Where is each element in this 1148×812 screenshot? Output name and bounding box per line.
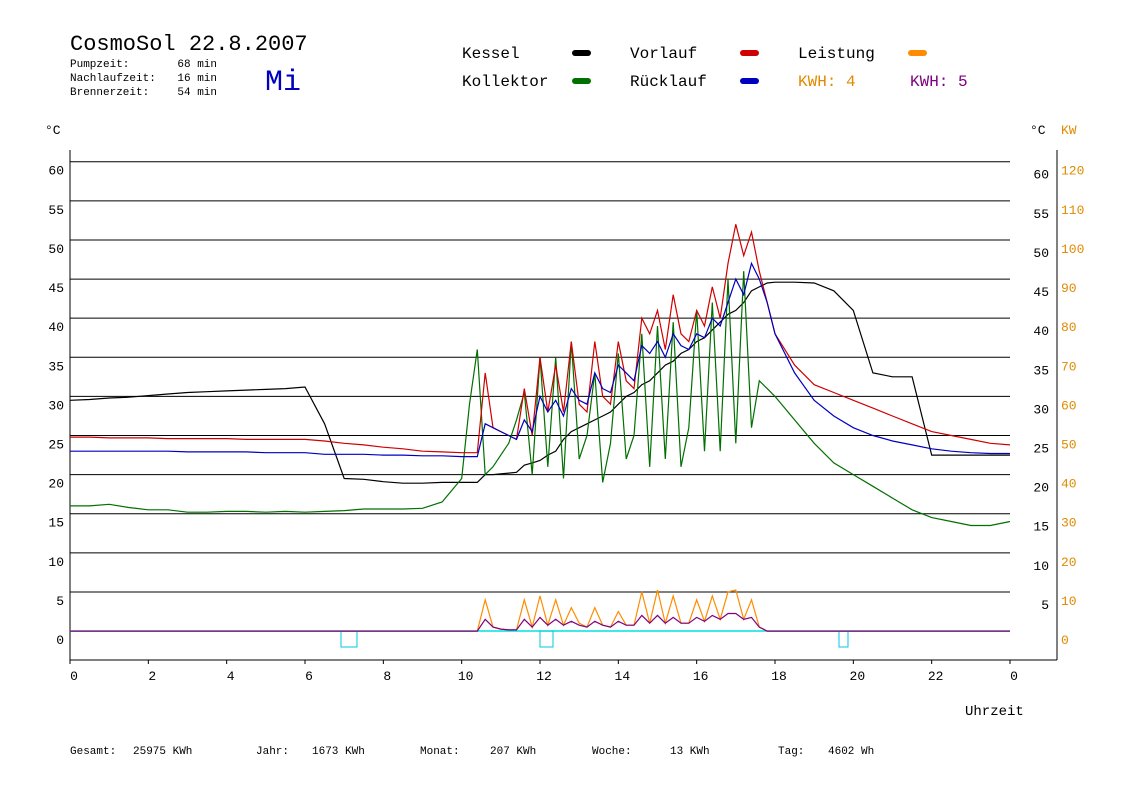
y2-tick-label: 110 bbox=[1061, 203, 1084, 218]
footer-label: Tag: bbox=[778, 746, 804, 758]
footer-value: 4602 Wh bbox=[828, 746, 874, 758]
footer-label: Jahr: bbox=[256, 746, 289, 758]
info-label: Brennerzeit: bbox=[70, 87, 149, 99]
y-right-tick-label: 60 bbox=[1033, 168, 1049, 183]
plot bbox=[69, 224, 1011, 632]
weekday: Mi bbox=[265, 66, 301, 100]
y-right-tick-label: 30 bbox=[1033, 402, 1049, 417]
y-tick-label: 40 bbox=[48, 320, 64, 335]
legend-label: Rücklauf bbox=[630, 73, 707, 91]
info-label: Nachlaufzeit: bbox=[70, 73, 156, 85]
footer-value: 1673 KWh bbox=[312, 746, 365, 758]
y-right-tick-label: 5 bbox=[1041, 598, 1049, 613]
kwh-label: KWH: 4 bbox=[798, 73, 856, 91]
x-tick-label: 0 bbox=[70, 669, 78, 684]
kwh-label: KWH: 5 bbox=[910, 73, 968, 91]
footer-label: Monat: bbox=[420, 746, 460, 758]
y2-tick-label: 90 bbox=[1061, 281, 1077, 296]
y-tick-label: 15 bbox=[48, 516, 64, 531]
grid bbox=[70, 161, 1010, 632]
y-tick-label: 10 bbox=[48, 555, 64, 570]
y2-tick-label: 60 bbox=[1061, 398, 1077, 413]
y2-tick-label: 80 bbox=[1061, 320, 1077, 335]
y-right-tick-label: 35 bbox=[1033, 363, 1049, 378]
x-tick-label: 12 bbox=[536, 669, 552, 684]
y-right-tick-label: 40 bbox=[1033, 324, 1049, 339]
y2-tick-label: 0 bbox=[1061, 633, 1069, 648]
y2-tick-label: 120 bbox=[1061, 164, 1084, 179]
footer-label: Gesamt: bbox=[70, 746, 116, 758]
y-tick-label: 35 bbox=[48, 359, 64, 374]
y-right-tick-label: 50 bbox=[1033, 246, 1049, 261]
x-tick-label: 16 bbox=[693, 669, 709, 684]
y-tick-label: 30 bbox=[48, 398, 64, 413]
y-right-tick-label: 45 bbox=[1033, 285, 1049, 300]
info-value: 68 min bbox=[177, 59, 217, 71]
y2-tick-label: 70 bbox=[1061, 359, 1077, 374]
legend-label: Kessel bbox=[462, 45, 520, 63]
y2-tick-label: 20 bbox=[1061, 555, 1077, 570]
y-tick-label: 45 bbox=[48, 281, 64, 296]
footer-label: Woche: bbox=[592, 746, 632, 758]
y2-tick-label: 30 bbox=[1061, 516, 1077, 531]
x-tick-label: 14 bbox=[615, 669, 631, 684]
y-right-tick-label: 25 bbox=[1033, 442, 1049, 457]
y-tick-label: 20 bbox=[48, 477, 64, 492]
y-right-tick-label: 10 bbox=[1033, 559, 1049, 574]
series-line bbox=[70, 271, 1011, 527]
info-value: 16 min bbox=[177, 73, 217, 85]
chart-title: CosmoSol 22.8.2007 bbox=[70, 32, 308, 57]
x-tick-label: 6 bbox=[305, 669, 313, 684]
footer-value: 25975 KWh bbox=[133, 746, 192, 758]
y-right-tick-label: 20 bbox=[1033, 481, 1049, 496]
x-tick-label: 2 bbox=[148, 669, 156, 684]
x-tick-label: 18 bbox=[771, 669, 787, 684]
y-tick-label: 60 bbox=[48, 164, 64, 179]
y-right-tick-label: 55 bbox=[1033, 207, 1049, 222]
y-tick-label: 5 bbox=[56, 594, 64, 609]
y2-tick-label: 100 bbox=[1061, 242, 1084, 257]
y-unit-right: °C bbox=[1030, 123, 1046, 138]
y-tick-label: 50 bbox=[48, 242, 64, 257]
y2-tick-label: 10 bbox=[1061, 594, 1077, 609]
legend-label: Leistung bbox=[798, 45, 875, 63]
series-line bbox=[69, 281, 1010, 484]
legend-label: Vorlauf bbox=[630, 45, 697, 63]
y-right-tick-label: 15 bbox=[1033, 520, 1049, 535]
info-label: Pumpzeit: bbox=[70, 59, 129, 71]
x-tick-label: 20 bbox=[850, 669, 866, 684]
x-tick-label: 22 bbox=[928, 669, 944, 684]
x-tick-label: 4 bbox=[227, 669, 235, 684]
y-tick-label: 55 bbox=[48, 203, 64, 218]
series-line bbox=[70, 261, 1010, 458]
x-axis-label: Uhrzeit bbox=[965, 704, 1024, 720]
y2-tick-label: 40 bbox=[1061, 477, 1077, 492]
y2-tick-label: 50 bbox=[1061, 438, 1077, 453]
series-line bbox=[70, 612, 1010, 632]
footer-value: 207 KWh bbox=[490, 746, 536, 758]
info-value: 54 min bbox=[177, 87, 217, 99]
footer-value: 13 KWh bbox=[670, 746, 710, 758]
status-box bbox=[539, 630, 554, 648]
y-tick-label: 25 bbox=[48, 438, 64, 453]
x-tick-label: 10 bbox=[458, 669, 474, 684]
y-tick-label: 0 bbox=[56, 633, 64, 648]
x-tick-label: 0 bbox=[1010, 669, 1018, 684]
x-tick-label: 8 bbox=[383, 669, 391, 684]
y2-unit: KW bbox=[1061, 123, 1077, 138]
legend-label: Kollektor bbox=[462, 73, 548, 91]
y-unit: °C bbox=[45, 123, 61, 138]
